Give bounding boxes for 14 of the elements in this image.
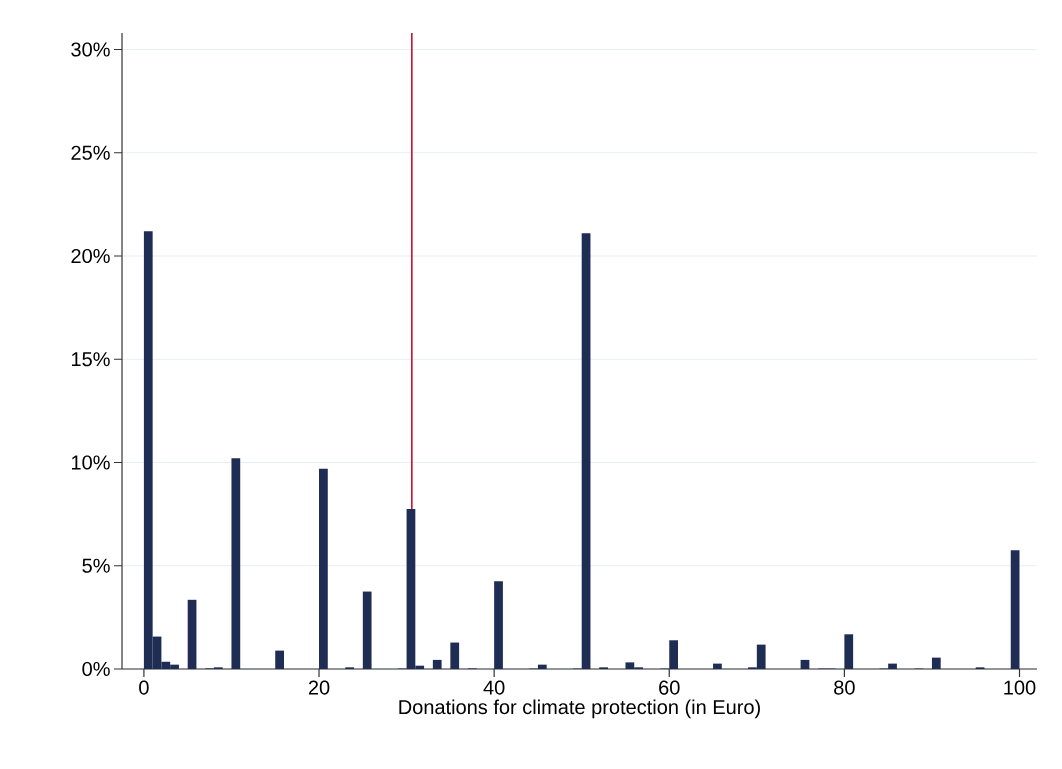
x-tick-label: 60 — [659, 680, 680, 695]
x-axis-title: Donations for climate protection (in Euro) — [399, 699, 760, 719]
y-tick-label: 0% — [82, 661, 110, 677]
y-tick-label: 30% — [71, 42, 110, 57]
x-tick-label: 40 — [483, 680, 505, 695]
y-tick-label: 25% — [71, 145, 110, 160]
x-tick-label: 0 — [139, 680, 149, 695]
x-tick-label: 80 — [834, 680, 855, 695]
y-tick-label: 5% — [82, 558, 110, 573]
y-tick-label: 10% — [71, 455, 110, 470]
y-tick-label: 20% — [71, 248, 110, 264]
x-tick-label: 100 — [1004, 680, 1036, 695]
x-tick-label: 20 — [308, 680, 330, 695]
y-tick-label: 15% — [71, 352, 110, 367]
